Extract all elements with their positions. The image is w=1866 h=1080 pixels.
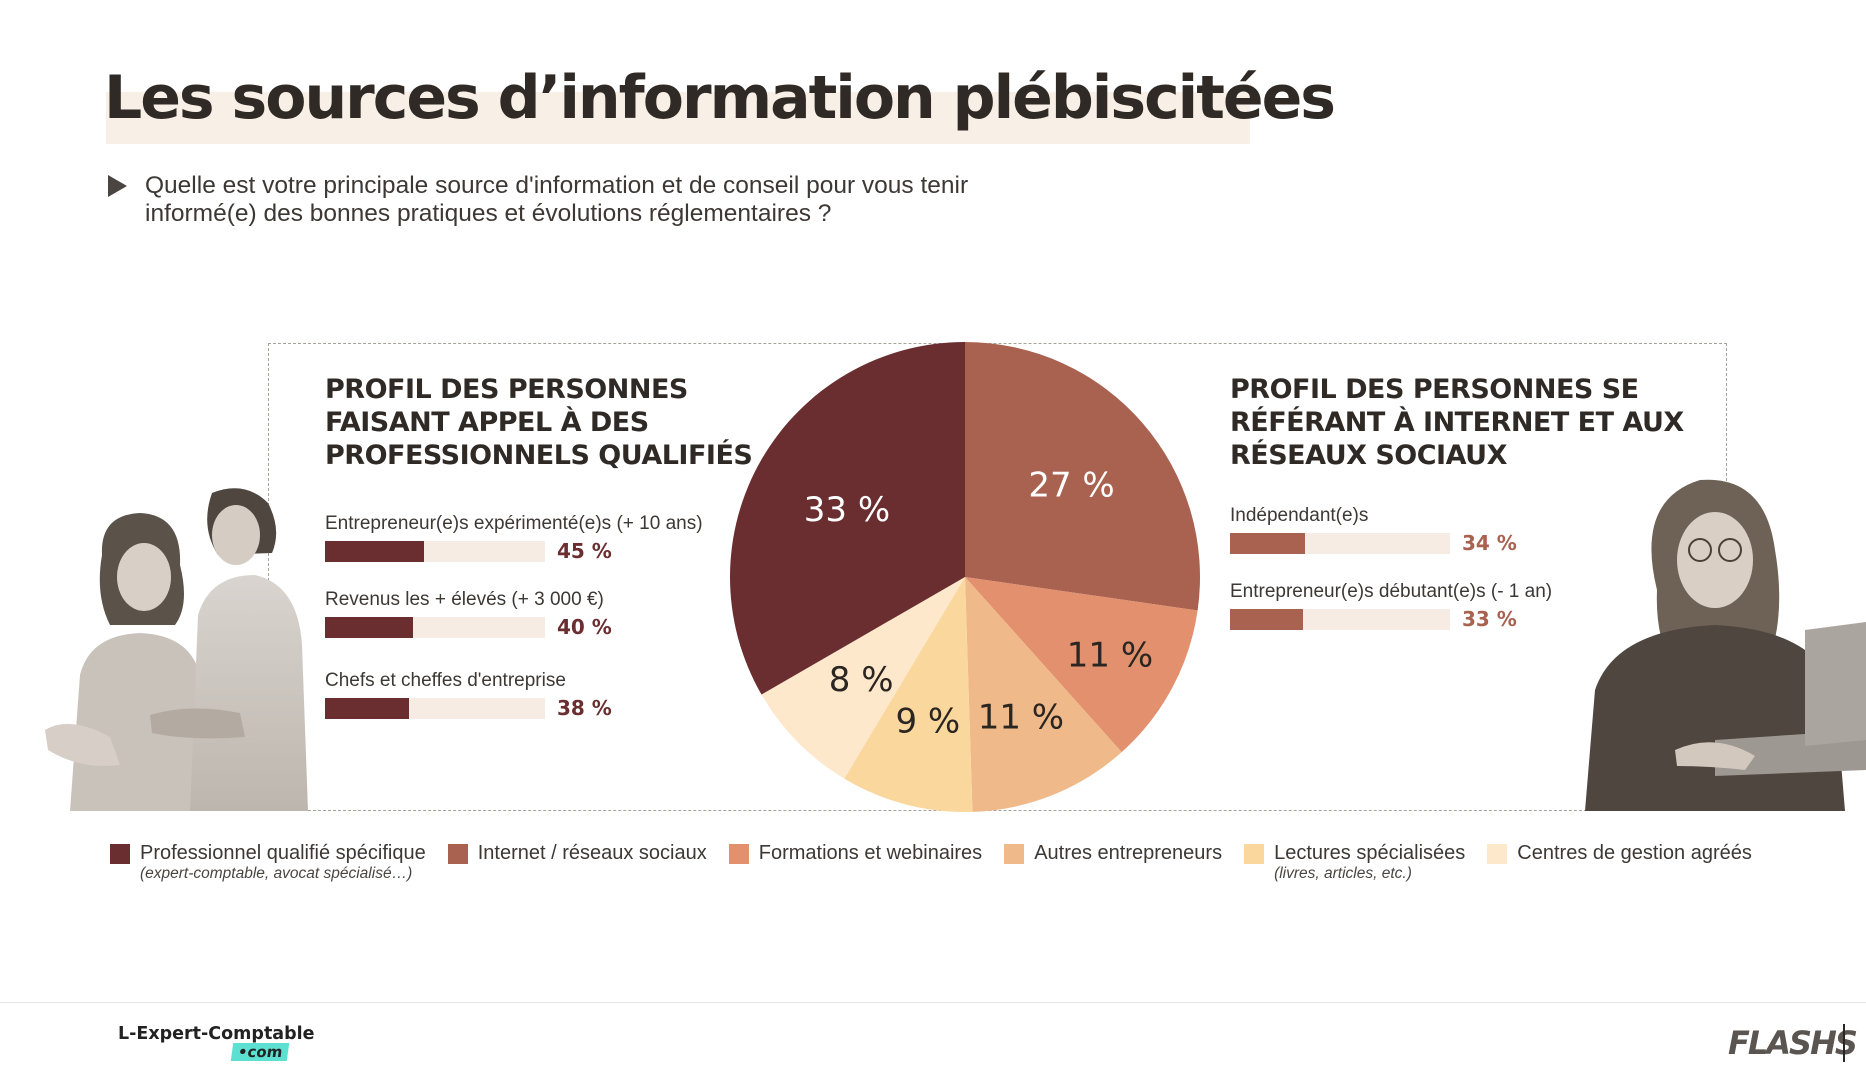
- pie-slice: [965, 577, 1198, 753]
- stat-bar-row: 38 %: [325, 696, 612, 720]
- right_profile-stat: Entrepreneur(e)s débutant(e)s (- 1 an) 33…: [1230, 580, 1552, 631]
- question-text: Quelle est votre principale source d'inf…: [145, 172, 969, 227]
- right_profile-stat: Indépendant(e)s 34 %: [1230, 504, 1517, 555]
- stat-bar-track: [1230, 608, 1450, 630]
- legend-swatch: [1244, 844, 1265, 864]
- stat-bar-row: 40 %: [325, 615, 612, 639]
- pie-chart: 27 % 11 %11 % 9 %8 % 33 %: [730, 342, 1200, 812]
- stat-value: 40 %: [557, 615, 612, 639]
- left_profile-stat: Chefs et cheffes d'entreprise 38 %: [325, 669, 612, 720]
- stat-bar-fill: [1230, 532, 1305, 554]
- pie-slice: [965, 342, 1200, 611]
- left_profile-stat: Entrepreneur(e)s expérimenté(e)s (+ 10 a…: [325, 512, 703, 563]
- legend-label: Professionnel qualifié spécifique: [140, 842, 426, 864]
- legend-item: Internet / réseaux sociaux: [447, 841, 707, 883]
- page-title: Les sources d’information plébiscitées: [104, 63, 1336, 133]
- stat-value: 38 %: [557, 696, 612, 720]
- stat-label: Entrepreneur(e)s expérimenté(e)s (+ 10 a…: [325, 513, 703, 534]
- logo-suffix: •com: [230, 1043, 290, 1061]
- legend-item: Autres entrepreneurs: [1004, 841, 1222, 883]
- legend-swatch: [110, 844, 130, 864]
- woman-laptop-photo: [1585, 479, 1866, 811]
- stat-bar-track: [325, 616, 545, 638]
- brand-divider: [1843, 1024, 1845, 1062]
- legend-label: Formations et webinaires: [758, 842, 983, 864]
- stat-bar-fill: [325, 540, 424, 562]
- stat-bar-row: 33 %: [1230, 607, 1552, 631]
- footer-divider: [0, 1002, 1866, 1003]
- stat-bar-track: [1230, 532, 1450, 554]
- legend-swatch: [447, 844, 468, 864]
- legend-text: Formations et webinaires: [759, 841, 982, 865]
- legend-text: Internet / réseaux sociaux: [478, 841, 707, 865]
- legend-item: Formations et webinaires: [728, 841, 982, 883]
- legend-note: (livres, articles, etc.): [1274, 865, 1412, 882]
- l-expert-comptable-logo: L-Expert-Comptable •com: [118, 1024, 315, 1062]
- legend-note: (expert-comptable, avocat spécialisé…): [140, 865, 413, 882]
- stat-value: 33 %: [1462, 607, 1517, 631]
- legend-text: Lectures spécialisées (livres, articles, …: [1274, 841, 1465, 883]
- pie-slice: [761, 577, 965, 779]
- stat-bar-track: [325, 697, 545, 719]
- pie-slice: [844, 577, 973, 812]
- women-discussing-photo: [45, 488, 308, 811]
- stat-value: 34 %: [1462, 531, 1517, 555]
- legend-label: Centres de gestion agréés: [1517, 842, 1752, 864]
- pie-slice-label: 11 %: [1067, 636, 1153, 676]
- stat-label: Indépendant(e)s: [1230, 505, 1369, 526]
- title-container: Les sources d’information plébiscitées: [104, 58, 1336, 138]
- legend-swatch: [1004, 844, 1025, 864]
- stat-bar-row: 45 %: [325, 539, 703, 563]
- left_profile-stat: Revenus les + élevés (+ 3 000 €) 40 %: [325, 588, 612, 639]
- chart-legend: Professionnel qualifié spécifique (expert…: [110, 841, 1830, 883]
- pie-slice: [965, 577, 1122, 812]
- pie-slice-label: 27 %: [1028, 466, 1114, 506]
- play-arrow-icon: [108, 175, 127, 197]
- legend-text: Autres entrepreneurs: [1034, 841, 1222, 865]
- stat-label: Entrepreneur(e)s débutant(e)s (- 1 an): [1230, 581, 1553, 602]
- legend-swatch: [728, 844, 749, 864]
- legend-label: Autres entrepreneurs: [1034, 842, 1223, 864]
- legend-label: Lectures spécialisées: [1274, 842, 1466, 864]
- legend-item: Lectures spécialisées (livres, articles, …: [1244, 841, 1465, 883]
- stat-bar-fill: [325, 697, 409, 719]
- pie-slice-label: 9 %: [895, 701, 960, 741]
- stat-bar-fill: [1230, 608, 1303, 630]
- stat-label: Chefs et cheffes d'entreprise: [325, 670, 566, 691]
- flashs-brand: FLASHS: [1728, 1024, 1858, 1062]
- pie-slice-label: 8 %: [829, 660, 894, 700]
- survey-question: Quelle est votre principale source d'inf…: [108, 172, 1008, 228]
- legend-item: Centres de gestion agréés: [1487, 841, 1752, 883]
- legend-label: Internet / réseaux sociaux: [477, 842, 707, 864]
- right-profile-title: PROFIL DES PERSONNES SE RÉFÉRANT À INTER…: [1230, 374, 1684, 471]
- pie-slice-label: 11 %: [978, 698, 1064, 738]
- legend-text: Centres de gestion agréés: [1517, 841, 1752, 865]
- legend-item: Professionnel qualifié spécifique (expert…: [110, 841, 426, 883]
- title-highlight: [106, 92, 1250, 144]
- stat-value: 45 %: [557, 539, 612, 563]
- stat-bar-track: [325, 540, 545, 562]
- pie-slice: [730, 342, 965, 695]
- stat-bar-row: 34 %: [1230, 531, 1517, 555]
- left-profile-title: PROFIL DES PERSONNES FAISANT APPEL À DES…: [325, 374, 753, 471]
- stat-label: Revenus les + élevés (+ 3 000 €): [325, 589, 604, 610]
- pie-slice-label: 33 %: [804, 490, 890, 530]
- logo-text: L-Expert-Comptable: [118, 1024, 315, 1044]
- stat-bar-fill: [325, 616, 413, 638]
- legend-swatch: [1487, 844, 1508, 864]
- legend-text: Professionnel qualifié spécifique (expert…: [140, 841, 426, 883]
